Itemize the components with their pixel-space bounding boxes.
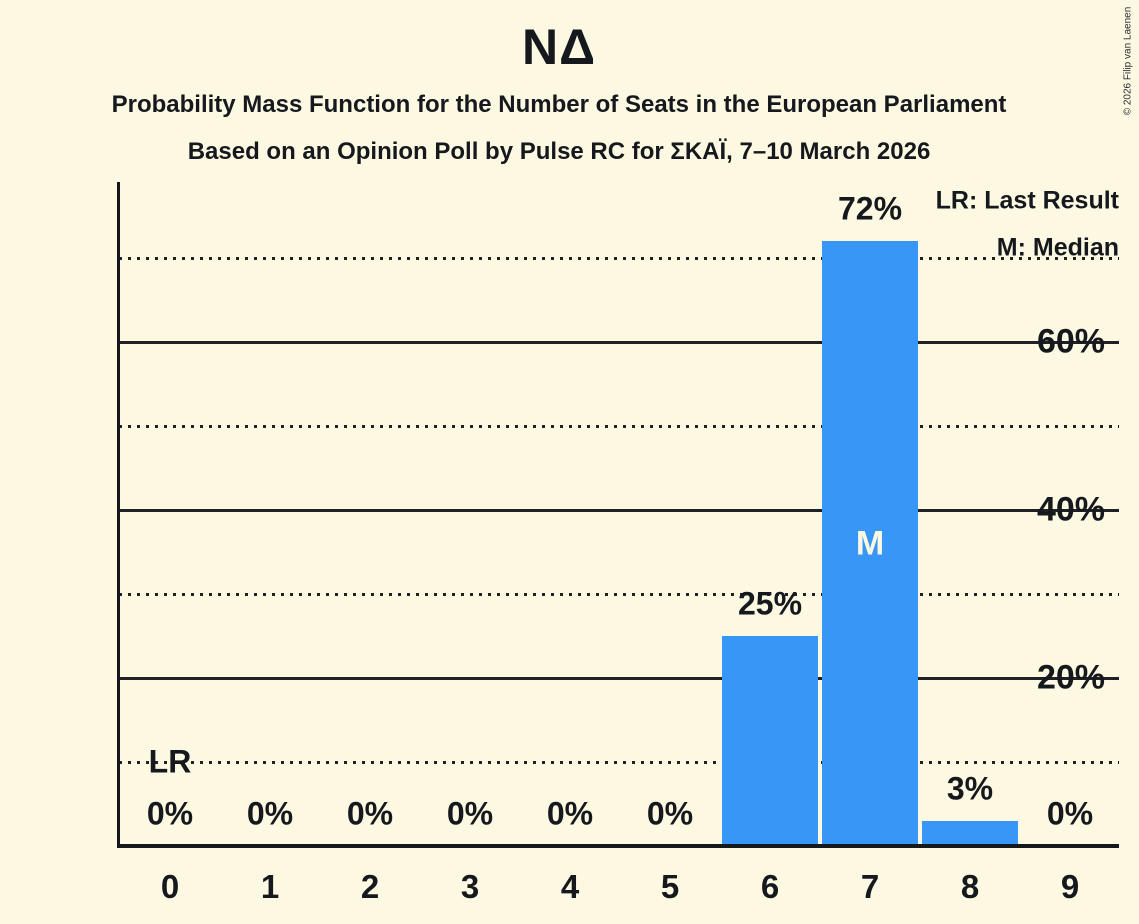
bar-value-label-9: 0%: [1046, 795, 1094, 832]
gridline-solid-60: [119, 341, 1119, 344]
bar-value-label-7: 72%: [837, 190, 903, 227]
gridline-dotted-10: [119, 761, 1119, 764]
bar-seat-7: [822, 241, 918, 846]
gridline-solid-40: [119, 509, 1119, 512]
y-tick-label-60: 60%: [1036, 322, 1105, 361]
legend-median: M: Median: [996, 233, 1119, 262]
copyright-notice: © 2026 Filip van Laenen: [1122, 6, 1134, 116]
x-tick-label-5: 5: [660, 868, 680, 905]
bar-seat-8: [922, 820, 1018, 846]
gridline-dotted-30: [119, 593, 1119, 596]
x-axis-line: [117, 844, 1119, 848]
x-tick-label-7: 7: [860, 868, 880, 905]
chart-subtitle: Probability Mass Function for the Number…: [111, 91, 1007, 118]
bar-value-label-6: 25%: [737, 585, 803, 622]
bar-seat-6: [722, 636, 818, 846]
median-annotation: M: [855, 524, 885, 563]
x-tick-label-4: 4: [560, 868, 580, 905]
y-axis-line: [117, 182, 120, 846]
x-tick-label-1: 1: [260, 868, 280, 905]
legend-last-result: LR: Last Result: [935, 186, 1119, 215]
x-tick-label-8: 8: [960, 868, 980, 905]
bar-value-label-5: 0%: [646, 795, 694, 832]
bar-value-label-1: 0%: [246, 795, 294, 832]
gridline-solid-20: [119, 677, 1119, 680]
bar-value-label-0: 0%: [146, 795, 194, 832]
chart-poll-source: Based on an Opinion Poll by Pulse RC for…: [187, 138, 931, 165]
bar-value-label-4: 0%: [546, 795, 594, 832]
y-tick-label-40: 40%: [1036, 490, 1105, 529]
bar-value-label-3: 0%: [446, 795, 494, 832]
chart-title: ΝΔ: [521, 19, 597, 75]
bar-value-label-2: 0%: [346, 795, 394, 832]
gridline-dotted-70: [119, 257, 1119, 260]
x-tick-label-0: 0: [160, 868, 180, 905]
last-result-annotation: LR: [148, 743, 192, 780]
x-tick-label-3: 3: [460, 868, 480, 905]
x-tick-label-6: 6: [760, 868, 780, 905]
y-tick-label-20: 20%: [1036, 658, 1105, 697]
gridline-dotted-50: [119, 425, 1119, 428]
x-tick-label-2: 2: [360, 868, 380, 905]
x-tick-label-9: 9: [1060, 868, 1080, 905]
bar-value-label-8: 3%: [946, 770, 994, 807]
